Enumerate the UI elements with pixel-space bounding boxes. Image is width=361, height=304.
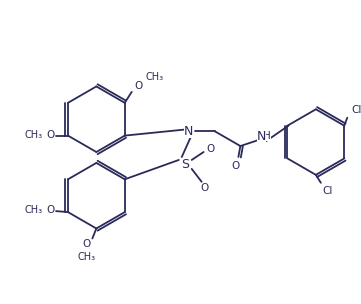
Text: O: O xyxy=(135,81,143,91)
Text: O: O xyxy=(206,144,215,154)
Text: S: S xyxy=(181,158,189,171)
Text: H: H xyxy=(263,131,271,141)
Text: Cl: Cl xyxy=(351,105,361,115)
Text: Cl: Cl xyxy=(323,186,333,196)
Text: CH₃: CH₃ xyxy=(24,205,42,215)
Text: O: O xyxy=(46,205,54,215)
Text: CH₃: CH₃ xyxy=(77,252,95,262)
Text: CH₃: CH₃ xyxy=(145,72,164,82)
Text: O: O xyxy=(46,130,54,140)
Text: CH₃: CH₃ xyxy=(24,130,42,140)
Text: N: N xyxy=(257,130,266,143)
Text: O: O xyxy=(200,183,209,193)
Text: N: N xyxy=(184,125,193,138)
Text: O: O xyxy=(82,239,91,249)
Text: O: O xyxy=(231,161,240,171)
